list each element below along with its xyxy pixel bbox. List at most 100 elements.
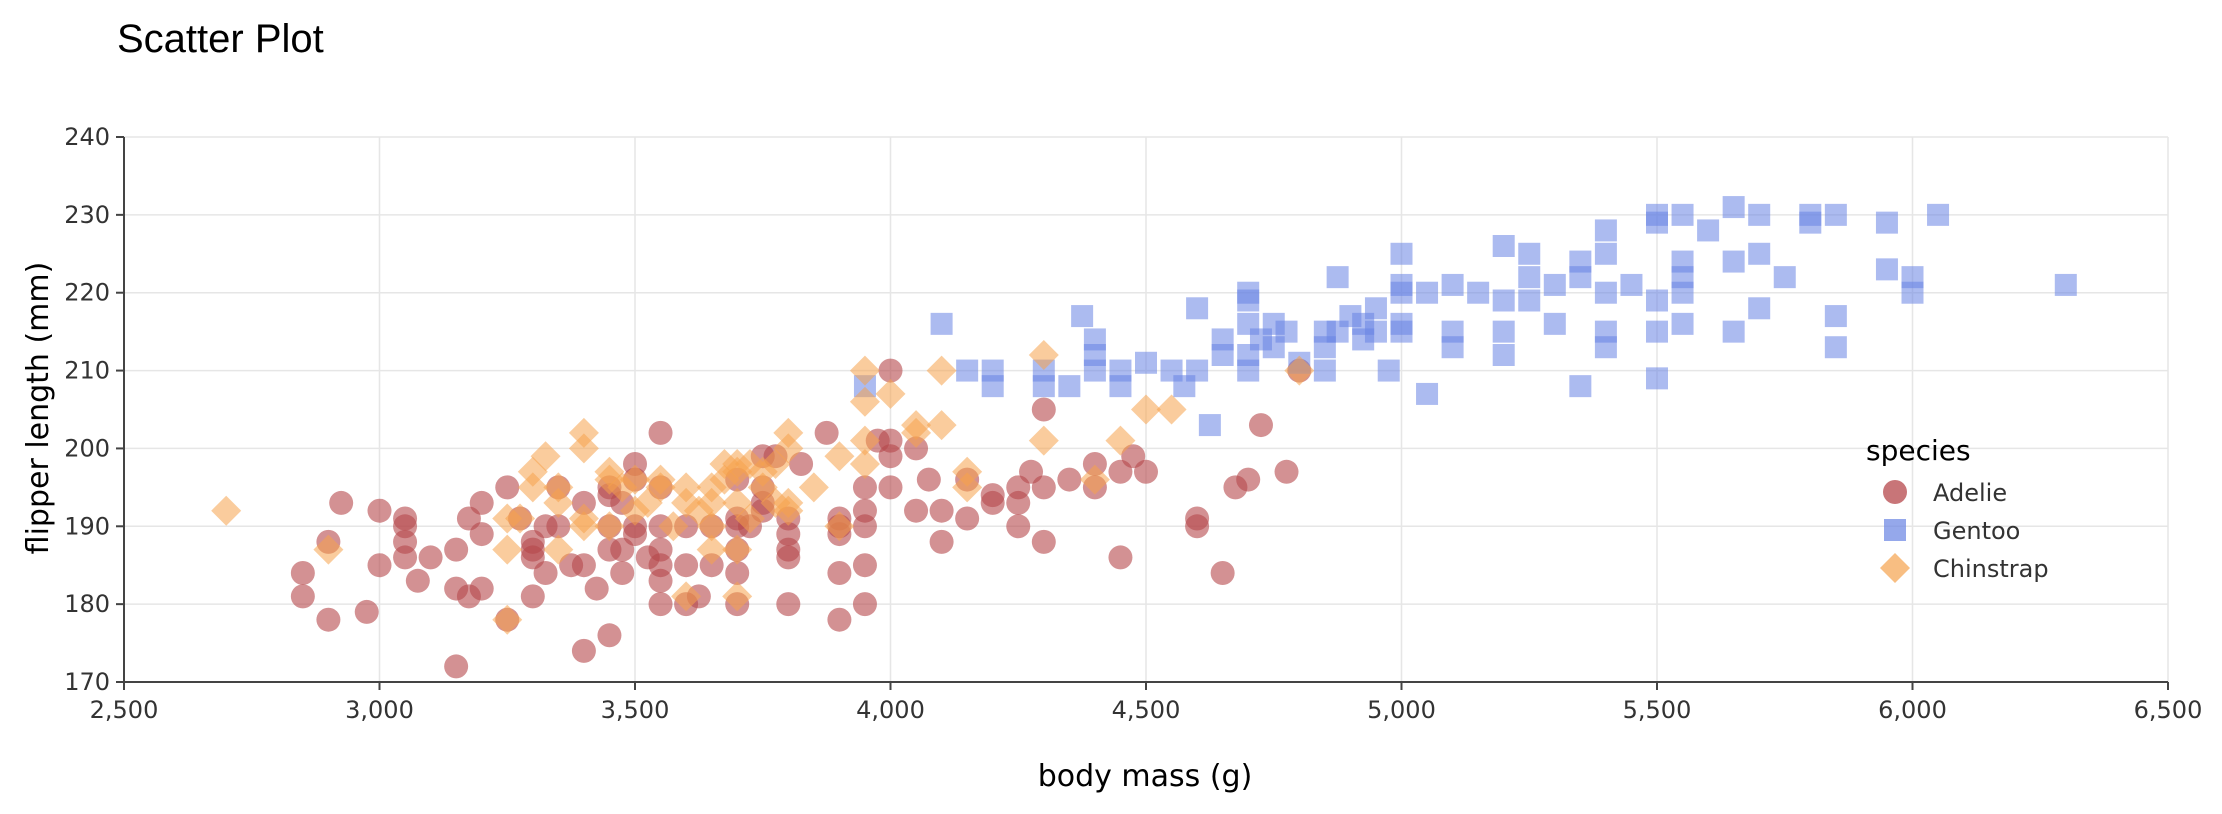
- point-adelie: [674, 553, 699, 578]
- point-gentoo: [1748, 242, 1771, 265]
- point-adelie: [1134, 459, 1158, 484]
- point-chinstrap: [734, 503, 765, 534]
- point-chinstrap: [1079, 464, 1110, 495]
- legend-item-gentoo[interactable]: Gentoo: [1884, 517, 2020, 545]
- x-tick-label: 4,000: [856, 696, 925, 724]
- point-adelie: [789, 452, 814, 476]
- point-gentoo: [1927, 203, 1950, 226]
- point-chinstrap: [1156, 394, 1187, 425]
- point-gentoo: [1492, 289, 1515, 312]
- point-gentoo: [1377, 359, 1400, 382]
- point-adelie: [1210, 561, 1235, 585]
- point-gentoo: [1416, 382, 1439, 405]
- point-gentoo: [1901, 281, 1924, 304]
- point-gentoo: [1569, 375, 1592, 398]
- y-tick-label: 180: [64, 590, 110, 618]
- point-chinstrap: [952, 456, 983, 487]
- point-adelie: [1274, 459, 1299, 484]
- point-chinstrap: [824, 511, 855, 542]
- point-gentoo: [1390, 320, 1413, 343]
- point-gentoo: [1313, 359, 1336, 382]
- point-gentoo: [1492, 344, 1515, 366]
- y-axis-title: flipper length (mm): [21, 262, 56, 555]
- point-gentoo: [1416, 281, 1439, 304]
- point-chinstrap: [696, 534, 727, 565]
- point-gentoo: [1109, 375, 1132, 398]
- point-chinstrap: [824, 441, 855, 472]
- point-adelie: [316, 607, 341, 632]
- point-chinstrap: [1131, 394, 1161, 425]
- point-adelie: [290, 584, 315, 609]
- point-adelie: [571, 638, 596, 663]
- point-gentoo: [1237, 289, 1260, 312]
- point-adelie: [597, 623, 622, 648]
- point-adelie: [1248, 413, 1273, 438]
- point-gentoo: [2054, 273, 2077, 296]
- legend-marker-diamond: [1880, 553, 1910, 583]
- point-adelie: [929, 529, 954, 554]
- point-chinstrap: [1284, 355, 1315, 386]
- point-chinstrap: [875, 378, 906, 409]
- point-adelie: [1236, 467, 1261, 492]
- point-gentoo: [1569, 266, 1592, 289]
- point-gentoo: [1186, 297, 1209, 320]
- x-tick-label: 3,000: [345, 696, 414, 724]
- point-gentoo: [853, 375, 876, 398]
- point-gentoo: [1748, 203, 1771, 226]
- point-adelie: [916, 467, 941, 492]
- point-chinstrap: [1028, 425, 1059, 456]
- point-gentoo: [1722, 196, 1745, 219]
- point-adelie: [329, 490, 354, 515]
- point-chinstrap: [671, 472, 702, 503]
- point-gentoo: [1594, 242, 1617, 265]
- legend-label: Gentoo: [1933, 517, 2020, 545]
- legend-marker-circle: [1883, 480, 1907, 504]
- x-tick-label: 2,500: [90, 696, 159, 724]
- point-chinstrap: [492, 534, 523, 565]
- point-adelie: [444, 654, 469, 679]
- point-adelie: [469, 576, 494, 601]
- point-adelie: [1057, 467, 1082, 492]
- legend-item-chinstrap[interactable]: Chinstrap: [1880, 553, 2049, 583]
- legend-item-adelie[interactable]: Adelie: [1883, 479, 2007, 507]
- point-gentoo: [1875, 258, 1898, 281]
- point-gentoo: [1518, 266, 1541, 289]
- point-chinstrap: [849, 425, 880, 456]
- point-adelie: [776, 545, 801, 570]
- point-chinstrap: [773, 417, 804, 448]
- point-gentoo: [1135, 351, 1157, 374]
- point-gentoo: [1198, 414, 1221, 437]
- point-adelie: [367, 498, 392, 523]
- point-chinstrap: [620, 464, 650, 495]
- point-adelie: [354, 599, 379, 624]
- point-adelie: [1082, 452, 1107, 476]
- point-chinstrap: [952, 472, 983, 503]
- point-gentoo: [1543, 312, 1566, 335]
- point-chinstrap: [568, 511, 599, 542]
- point-gentoo: [1671, 203, 1694, 226]
- point-gentoo: [1211, 344, 1234, 366]
- point-chinstrap: [543, 534, 574, 565]
- point-gentoo: [1646, 367, 1668, 390]
- y-tick-label: 200: [64, 434, 110, 462]
- series-adelie: [290, 358, 1312, 679]
- point-chinstrap: [696, 511, 727, 542]
- point-chinstrap: [671, 487, 702, 518]
- point-chinstrap: [722, 581, 753, 612]
- point-adelie: [584, 576, 609, 601]
- point-adelie: [878, 444, 903, 469]
- point-chinstrap: [722, 487, 753, 518]
- point-adelie: [827, 607, 852, 632]
- point-chinstrap: [1105, 425, 1136, 456]
- point-adelie: [878, 475, 903, 500]
- point-adelie: [290, 561, 315, 585]
- point-chinstrap: [696, 487, 727, 518]
- point-gentoo: [1364, 297, 1387, 320]
- point-gentoo: [1237, 359, 1260, 382]
- point-gentoo: [1518, 289, 1541, 312]
- point-adelie: [1185, 514, 1210, 539]
- point-adelie: [814, 420, 839, 445]
- point-gentoo: [1646, 211, 1668, 234]
- point-adelie: [623, 522, 647, 547]
- point-gentoo: [1390, 281, 1413, 304]
